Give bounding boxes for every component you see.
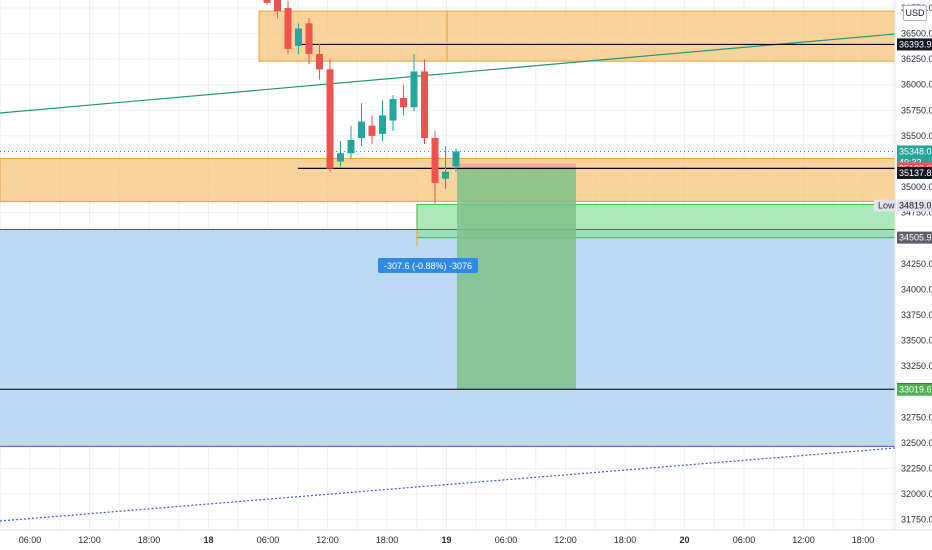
time-tick-label: 18:00 [376, 535, 399, 545]
candle-body [368, 125, 376, 136]
candle-body [347, 139, 355, 154]
time-tick-label: 06:00 [257, 535, 280, 545]
price-tick-label: 32000.0 [901, 489, 932, 499]
candle-body [400, 98, 407, 108]
price-tag-label: 35348.0 [899, 146, 932, 156]
currency-label[interactable]: USD [903, 5, 927, 21]
price-tick-label: 33750.0 [901, 310, 932, 320]
candle-body [274, 0, 281, 12]
time-tick-label: 20 [679, 535, 689, 545]
time-tick-label: 12:00 [316, 535, 339, 545]
time-tick-label: 12:00 [792, 535, 815, 545]
measure-label: -307.6 (-0.88%) -3076 [384, 261, 472, 271]
time-tick-label: 06:00 [733, 535, 756, 545]
candle-body [316, 54, 323, 70]
price-tag-box [897, 145, 932, 168]
ascending-trendline [0, 33, 896, 114]
mid-demand-zone [0, 157, 896, 202]
price-tick-label: 35000.0 [901, 182, 932, 192]
price-tick-label: 36500.0 [901, 29, 932, 39]
time-tick-label: 06:00 [19, 535, 42, 545]
price-tag-box [897, 38, 932, 51]
candle-body [326, 69, 334, 169]
stop-loss-zone [457, 163, 576, 171]
time-tick-label: 12:00 [78, 535, 101, 545]
candle-body [284, 8, 292, 49]
price-tag-box [897, 166, 932, 179]
time-tick-label: 19 [441, 535, 451, 545]
low-badge-box [874, 199, 896, 212]
price-tick-label: 36000.0 [901, 80, 932, 90]
price-axis-background [895, 0, 932, 530]
price-tag-label: 34819.0 [899, 201, 932, 211]
price-tick-label: 36250.0 [901, 54, 932, 64]
price-tag-box [897, 383, 932, 396]
price-tick-label: 34250.0 [901, 259, 932, 269]
price-tag-box [897, 231, 932, 244]
measure-label-box [378, 258, 478, 273]
price-tick-label: 33250.0 [901, 361, 932, 371]
candle-body [295, 28, 302, 46]
candle-body [410, 71, 418, 108]
candle-body [263, 0, 271, 3]
candle-body [452, 151, 460, 167]
price-tick-label: 34750.0 [901, 208, 932, 218]
lower-dotted-trendline [0, 447, 896, 522]
upper-supply-zone [258, 10, 896, 62]
time-tick-label: 18:00 [852, 535, 875, 545]
candle-body [379, 115, 386, 134]
price-tag-label: 34505.9 [899, 233, 932, 243]
time-axis-background [0, 530, 932, 550]
price-tick-label: 35750.0 [901, 105, 932, 115]
price-tag-label: 35137.8 [899, 168, 932, 178]
price-tick-label: 31750.0 [901, 515, 932, 525]
price-tag-box [897, 199, 932, 212]
price-tick-label: 32500.0 [901, 438, 932, 448]
time-tick-label: 18:00 [138, 535, 161, 545]
take-profit-zone [457, 168, 576, 390]
candle-body [431, 137, 439, 183]
time-tick-label: 18 [203, 535, 213, 545]
candle-body [389, 99, 397, 121]
candle-body [421, 71, 428, 138]
time-tick-label: 18:00 [614, 535, 637, 545]
candle-body [337, 153, 344, 162]
candle-body [305, 23, 313, 55]
price-tag-label: 36393.9 [899, 39, 932, 49]
candle-body [358, 121, 365, 138]
price-tick-label: 33500.0 [901, 336, 932, 346]
candle-body [442, 171, 449, 179]
price-tick-label: 32250.0 [901, 463, 932, 473]
price-tag-label: 33019.6 [899, 385, 932, 395]
price-tick-label: 34000.0 [901, 284, 932, 294]
time-tick-label: 12:00 [554, 535, 577, 545]
price-tick-label: 35500.0 [901, 131, 932, 141]
time-tick-label: 06:00 [495, 535, 518, 545]
low-badge-label: Low [878, 201, 895, 211]
price-tick-label: 32750.0 [901, 412, 932, 422]
